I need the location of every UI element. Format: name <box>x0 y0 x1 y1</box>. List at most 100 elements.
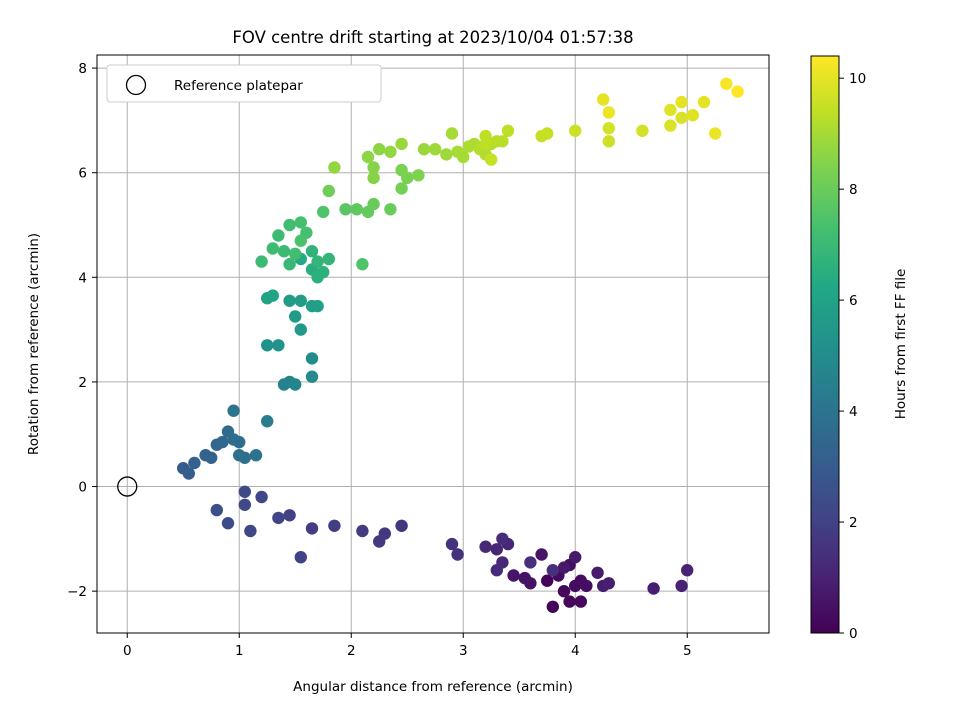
scatter-point <box>557 585 571 598</box>
scatter-point <box>283 258 296 271</box>
scatter-point <box>395 519 408 532</box>
x-axis-ticks: 0 1 2 3 4 5 <box>123 633 692 659</box>
scatter-point <box>445 127 459 140</box>
scatter-point <box>294 234 307 247</box>
plot-frame <box>96 54 770 634</box>
scatter-point <box>322 252 335 266</box>
scatter-point <box>675 579 688 593</box>
scatter-point <box>350 203 363 216</box>
colorbar-tick-label: 6 <box>849 293 858 309</box>
scatter-point <box>518 571 531 585</box>
scatter-point <box>501 124 515 137</box>
scatter-point <box>479 540 492 553</box>
scatter-point <box>574 595 587 608</box>
scatter-point <box>261 339 274 352</box>
scatter-point <box>384 203 397 216</box>
scatter-point <box>294 216 307 229</box>
scatter-point <box>485 153 498 166</box>
scatter-point <box>490 564 503 577</box>
scatter-point <box>591 566 604 579</box>
reference-point-marker <box>117 476 138 497</box>
scatter-point <box>395 137 408 151</box>
scatter-point <box>440 148 453 161</box>
x-axis-label: Angular distance from reference (arcmin) <box>293 679 573 695</box>
scatter-point <box>524 556 537 569</box>
scatter-point <box>227 404 240 417</box>
scatter-point <box>417 143 431 156</box>
reference-marker <box>117 476 138 497</box>
scatter-point <box>339 203 352 216</box>
colorbar-tick-label: 0 <box>849 626 858 642</box>
x-tick-label: 4 <box>571 643 580 659</box>
scatter-point <box>272 229 285 242</box>
scatter-point <box>720 77 733 91</box>
scatter-point <box>664 103 677 117</box>
scatter-point <box>305 245 319 258</box>
scatter-point <box>305 370 319 383</box>
scatter-point <box>289 247 302 260</box>
scatter-point <box>305 352 319 365</box>
scatter-point <box>272 339 285 352</box>
scatter-point <box>233 435 246 449</box>
scatter-point <box>395 163 408 177</box>
scatter-point <box>283 218 296 232</box>
scatter-point <box>597 93 610 106</box>
scatter-point <box>238 451 251 464</box>
scatter-point <box>451 548 464 561</box>
scatter-point <box>328 519 341 532</box>
legend: Reference platepar <box>106 64 382 103</box>
scatter-point <box>244 524 257 538</box>
scatter-point <box>261 415 274 428</box>
scatter-point <box>731 85 744 98</box>
colorbar-tick-label: 2 <box>849 515 858 531</box>
scatter-point <box>249 449 263 462</box>
scatter-point <box>541 574 554 587</box>
y-tick-label: −2 <box>67 584 87 600</box>
scatter-point <box>429 143 442 156</box>
colorbar-tick-label: 10 <box>849 71 866 87</box>
scatter-point <box>541 127 554 140</box>
scatter-point <box>294 323 307 336</box>
scatter-point <box>496 532 509 545</box>
scatter-point <box>367 197 380 211</box>
scatter-point <box>602 135 615 148</box>
scatter-point <box>373 535 386 548</box>
scatter-point <box>647 582 660 595</box>
scatter-point <box>546 564 559 577</box>
scatter-point <box>266 242 279 255</box>
chart-title: FOV centre drift starting at 2023/10/04 … <box>232 28 633 47</box>
colorbar-tick-label: 8 <box>849 182 858 198</box>
scatter-point <box>188 456 201 470</box>
scatter-point <box>283 509 296 522</box>
scatter-point <box>238 485 251 498</box>
scatter-point <box>311 299 324 313</box>
scatter-points <box>177 77 744 613</box>
scatter-point <box>675 95 688 109</box>
scatter-point <box>255 490 268 504</box>
scatter-point <box>535 548 548 561</box>
legend-box <box>106 64 382 103</box>
scatter-point <box>681 564 694 577</box>
scatter-point <box>289 310 302 323</box>
scatter-point <box>182 467 195 480</box>
scatter-point <box>311 255 324 268</box>
y-tick-label: 8 <box>78 61 87 77</box>
scatter-point <box>373 143 386 156</box>
colorbar-tick-label: 4 <box>849 404 858 420</box>
scatter-point <box>255 255 268 268</box>
colorbar-ticks: 0 2 4 6 8 10 <box>839 71 866 642</box>
scatter-point <box>445 537 459 551</box>
y-tick-label: 6 <box>78 166 87 182</box>
scatter-point <box>322 184 335 198</box>
x-tick-label: 1 <box>235 643 244 659</box>
scatter-point <box>457 150 470 164</box>
scatter-point <box>602 577 615 590</box>
x-tick-label: 3 <box>459 643 468 659</box>
y-tick-label: 0 <box>78 480 87 496</box>
scatter-point <box>356 524 369 538</box>
grid <box>97 55 769 633</box>
colorbar-label: Hours from first FF file <box>893 269 909 420</box>
scatter-point <box>294 294 307 307</box>
